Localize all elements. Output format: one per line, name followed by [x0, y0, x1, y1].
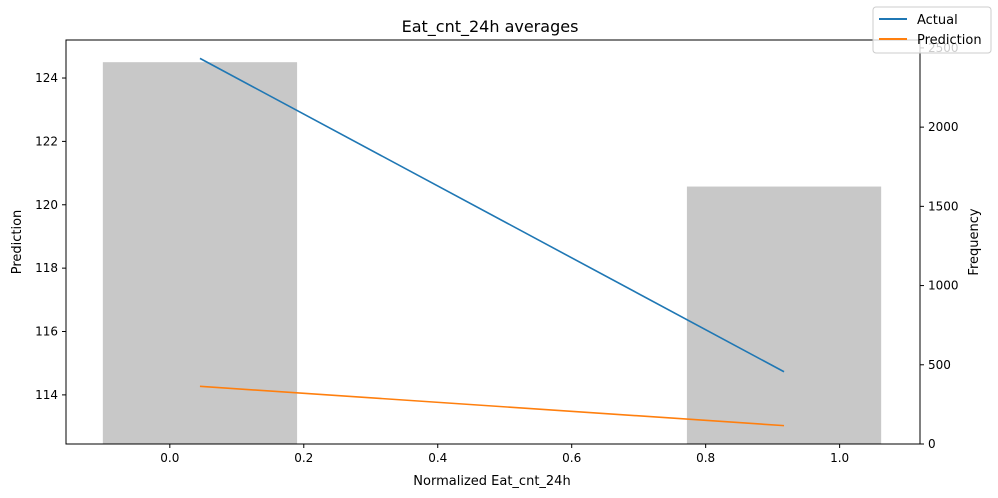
y-tick-label: 114 — [35, 388, 58, 402]
frequency-bar-0 — [102, 62, 298, 445]
legend-label-actual: Actual — [917, 13, 958, 28]
x-tick-label: 0.0 — [160, 451, 179, 465]
y-tick-label: 122 — [35, 134, 58, 148]
y-tick-label: 118 — [35, 261, 58, 275]
x-axis: 0.0 0.2 0.4 0.6 0.8 1.0 — [160, 444, 849, 465]
chart-title: Eat_cnt_24h averages — [402, 17, 579, 37]
y2-tick-label: 1500 — [928, 199, 959, 213]
y-axis-left: 114 116 118 120 122 124 — [35, 71, 66, 402]
x-axis-label: Normalized Eat_cnt_24h — [413, 474, 570, 489]
y-tick-label: 120 — [35, 198, 58, 212]
x-tick-label: 0.6 — [562, 451, 581, 465]
series-line-prediction — [199, 385, 785, 427]
y2-tick-label: 0 — [928, 437, 936, 451]
y2-tick-label: 1000 — [928, 279, 959, 293]
y-tick-label: 124 — [35, 71, 58, 85]
y2-axis-label: Frequency — [967, 208, 982, 275]
series-line-actual — [199, 57, 785, 373]
x-tick-label: 1.0 — [830, 451, 849, 465]
plot-area-frame — [65, 39, 921, 445]
x-tick-label: 0.8 — [696, 451, 715, 465]
x-tick-label: 0.4 — [428, 451, 447, 465]
legend-label-prediction: Prediction — [917, 33, 982, 48]
y2-tick-label: 500 — [928, 358, 951, 372]
x-tick-label: 0.2 — [294, 451, 313, 465]
y-axis-label: Prediction — [10, 210, 25, 275]
y-tick-label: 116 — [35, 325, 58, 339]
frequency-bars — [102, 62, 882, 445]
series-lines — [199, 57, 785, 427]
legend: Actual Prediction — [872, 6, 992, 54]
y2-tick-label: 2000 — [928, 120, 959, 134]
y-axis-right: 05001000150020002500 — [920, 41, 959, 451]
frequency-bar-1 — [686, 186, 882, 445]
